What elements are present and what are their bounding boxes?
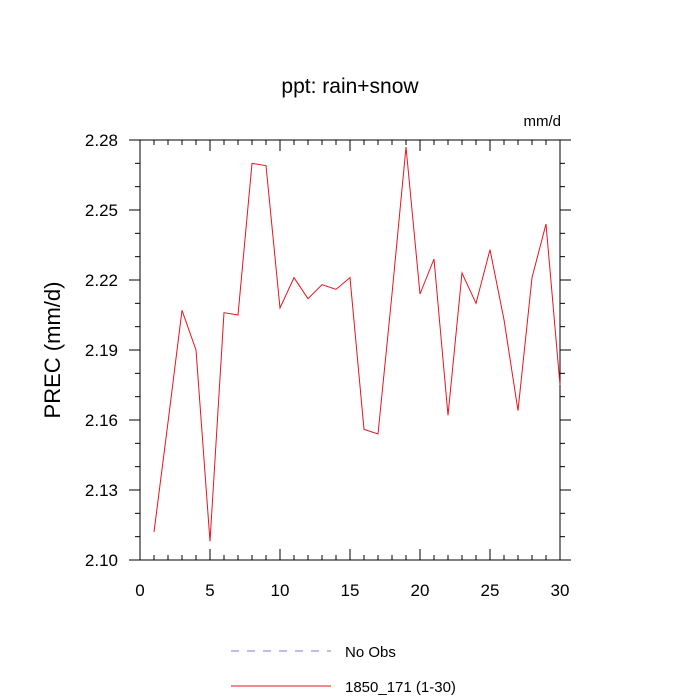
y-tick-label: 2.19 (85, 341, 118, 360)
series-layer (153, 146, 561, 542)
y-tick-label: 2.22 (85, 271, 118, 290)
y-tick-label: 2.28 (85, 131, 118, 150)
y-tick-label: 2.25 (85, 201, 118, 220)
legend: No Obs 1850_171 (1-30) (231, 644, 456, 696)
tick-labels: 0 5 10 15 20 25 30 2.10 2.13 2.16 2.19 2.22 2.25 2.28 (85, 131, 570, 600)
tick-marks (129, 139, 571, 561)
y-tick-label: 2.13 (85, 481, 118, 500)
x-tick-label: 30 (551, 581, 570, 600)
legend-label-1: 1850_171 (1-30) (345, 679, 456, 696)
y-tick-label: 2.16 (85, 411, 118, 430)
x-tick-label: 0 (135, 581, 144, 600)
x-tick-label: 15 (341, 581, 360, 600)
x-tick-label: 5 (205, 581, 214, 600)
x-tick-label: 25 (481, 581, 500, 600)
x-tick-label: 10 (271, 581, 290, 600)
y-tick-label: 2.10 (85, 551, 118, 570)
series-line-1 (153, 146, 561, 542)
y-axis-label: PREC (mm/d) (40, 282, 65, 419)
x-tick-label: 20 (411, 581, 430, 600)
legend-label-0: No Obs (345, 644, 396, 661)
chart-title: ppt: rain+snow (281, 75, 419, 98)
plot-frame (139, 139, 561, 561)
units-label: mm/d (524, 113, 562, 130)
